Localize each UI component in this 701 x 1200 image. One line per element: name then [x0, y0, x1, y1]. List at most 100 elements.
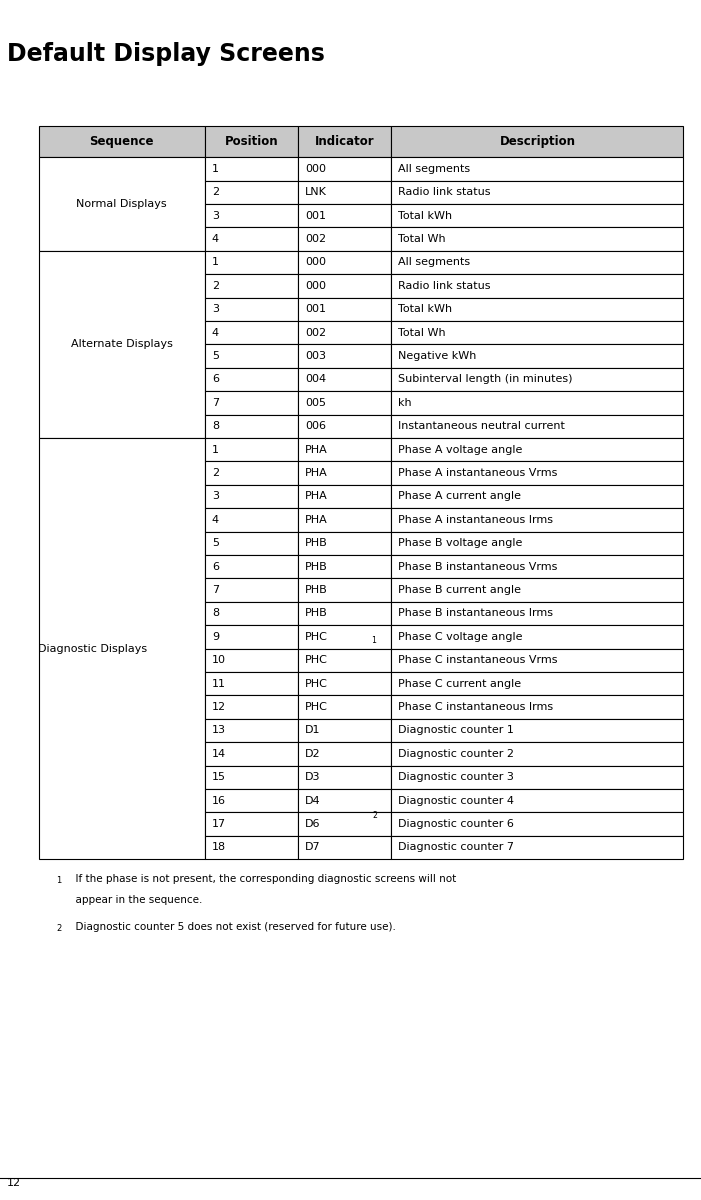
- Bar: [205, 344, 298, 367]
- Bar: [205, 438, 298, 461]
- Bar: [205, 204, 298, 227]
- Text: Alternate Displays: Alternate Displays: [71, 340, 172, 349]
- Text: kh: kh: [398, 398, 412, 408]
- Bar: [298, 227, 391, 251]
- Text: 3: 3: [212, 305, 219, 314]
- Bar: [205, 625, 298, 648]
- Bar: [39, 438, 205, 859]
- Bar: [298, 695, 391, 719]
- Bar: [205, 672, 298, 695]
- Text: 17: 17: [212, 820, 226, 829]
- Bar: [391, 742, 683, 766]
- Bar: [205, 742, 298, 766]
- Text: Total kWh: Total kWh: [398, 211, 453, 221]
- Text: 9: 9: [212, 632, 219, 642]
- Text: 000: 000: [305, 281, 326, 290]
- Bar: [205, 695, 298, 719]
- Text: Negative kWh: Negative kWh: [398, 352, 477, 361]
- Bar: [298, 461, 391, 485]
- Text: 005: 005: [305, 398, 326, 408]
- Bar: [391, 320, 683, 344]
- Bar: [205, 298, 298, 320]
- Bar: [205, 485, 298, 508]
- Text: Phase B instantaneous Irms: Phase B instantaneous Irms: [398, 608, 554, 618]
- Text: Diagnostic counter 3: Diagnostic counter 3: [398, 773, 515, 782]
- Text: 4: 4: [212, 515, 219, 524]
- Bar: [391, 578, 683, 601]
- Bar: [205, 719, 298, 742]
- Text: Diagnostic counter 1: Diagnostic counter 1: [398, 726, 515, 736]
- Text: Diagnostic counter 5 does not exist (reserved for future use).: Diagnostic counter 5 does not exist (res…: [69, 922, 395, 931]
- Bar: [298, 554, 391, 578]
- Bar: [205, 227, 298, 251]
- Bar: [298, 180, 391, 204]
- Text: 5: 5: [212, 539, 219, 548]
- Text: Phase B voltage angle: Phase B voltage angle: [398, 539, 523, 548]
- Text: PHA: PHA: [305, 515, 328, 524]
- Text: 004: 004: [305, 374, 326, 384]
- Bar: [298, 788, 391, 812]
- Text: 002: 002: [305, 328, 326, 337]
- Bar: [205, 812, 298, 835]
- Bar: [391, 227, 683, 251]
- Bar: [205, 766, 298, 788]
- Bar: [205, 251, 298, 274]
- Bar: [39, 126, 205, 157]
- Text: Indicator: Indicator: [315, 136, 374, 148]
- Bar: [298, 274, 391, 298]
- Bar: [205, 461, 298, 485]
- Text: PHA: PHA: [305, 445, 328, 455]
- Text: D7: D7: [305, 842, 321, 852]
- Bar: [205, 157, 298, 180]
- Bar: [391, 461, 683, 485]
- Text: Phase A current angle: Phase A current angle: [398, 492, 522, 502]
- Text: Phase A instantaneous Irms: Phase A instantaneous Irms: [398, 515, 554, 524]
- Text: 4: 4: [212, 234, 219, 244]
- Text: 13: 13: [212, 726, 226, 736]
- Text: D2: D2: [305, 749, 321, 758]
- Text: Subinterval length (in minutes): Subinterval length (in minutes): [398, 374, 573, 384]
- Text: 1: 1: [212, 445, 219, 455]
- Text: Normal Displays: Normal Displays: [76, 199, 167, 209]
- Text: D1: D1: [305, 726, 320, 736]
- Text: 6: 6: [212, 562, 219, 571]
- Bar: [391, 126, 683, 157]
- Bar: [39, 157, 205, 251]
- Text: All segments: All segments: [398, 164, 470, 174]
- Bar: [298, 625, 391, 648]
- Text: 10: 10: [212, 655, 226, 665]
- Text: Total Wh: Total Wh: [398, 234, 446, 244]
- Text: Diagnostic counter 4: Diagnostic counter 4: [398, 796, 515, 805]
- Bar: [298, 251, 391, 274]
- Text: Radio link status: Radio link status: [398, 187, 491, 197]
- Text: PHA: PHA: [305, 492, 328, 502]
- Text: Position: Position: [225, 136, 278, 148]
- Bar: [298, 601, 391, 625]
- Text: D4: D4: [305, 796, 321, 805]
- Text: 1: 1: [212, 164, 219, 174]
- Text: Phase C instantaneous Irms: Phase C instantaneous Irms: [398, 702, 554, 712]
- Text: Diagnostic counter 2: Diagnostic counter 2: [398, 749, 515, 758]
- Text: 001: 001: [305, 211, 326, 221]
- Text: 1: 1: [212, 258, 219, 268]
- Bar: [205, 508, 298, 532]
- Bar: [298, 414, 391, 438]
- Text: Total kWh: Total kWh: [398, 305, 453, 314]
- Text: Instantaneous neutral current: Instantaneous neutral current: [398, 421, 565, 431]
- Text: 4: 4: [212, 328, 219, 337]
- Text: PHA: PHA: [305, 468, 328, 478]
- Bar: [205, 601, 298, 625]
- Text: 2: 2: [372, 811, 377, 821]
- Bar: [205, 532, 298, 554]
- Bar: [205, 320, 298, 344]
- Bar: [391, 298, 683, 320]
- Text: 14: 14: [212, 749, 226, 758]
- Text: 2: 2: [56, 924, 61, 932]
- Bar: [391, 157, 683, 180]
- Bar: [298, 672, 391, 695]
- Bar: [298, 648, 391, 672]
- Text: 5: 5: [212, 352, 219, 361]
- Bar: [205, 391, 298, 414]
- Text: 16: 16: [212, 796, 226, 805]
- Bar: [391, 344, 683, 367]
